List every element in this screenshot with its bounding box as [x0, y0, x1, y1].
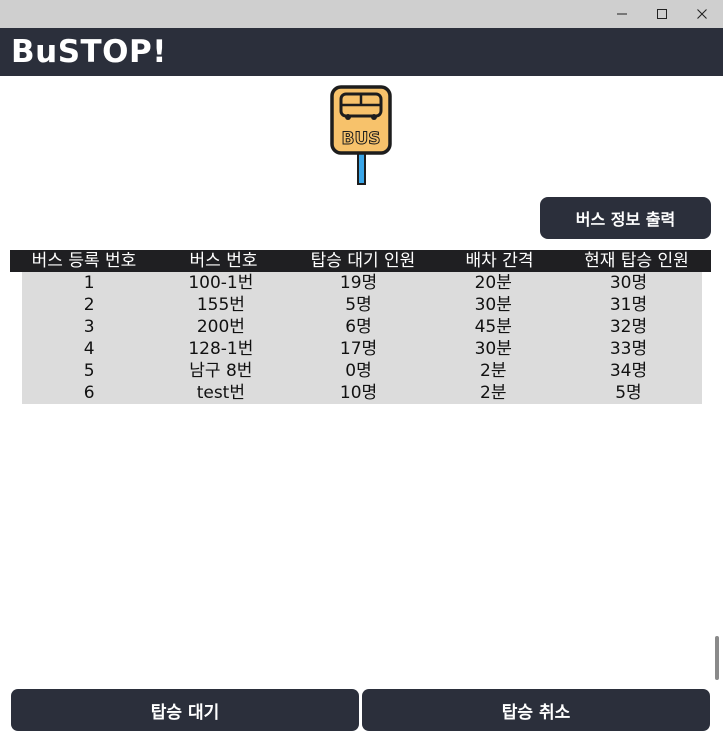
cell-reg-no: 1 [83, 273, 95, 293]
cell-onboard: 30명 [609, 273, 648, 293]
table-row[interactable]: 2 155번 5명 30분 31명 [22, 294, 702, 316]
board-cancel-button[interactable]: 탑승 취소 [362, 689, 710, 731]
cell-waiting: 5명 [345, 295, 372, 315]
table-row[interactable]: 1 100-1번 19명 20분 30명 [22, 272, 702, 294]
table-row[interactable]: 4 128-1번 17명 30분 33명 [22, 338, 702, 360]
cell-waiting: 6명 [345, 317, 372, 337]
cell-onboard: 33명 [609, 339, 648, 359]
cell-reg-no: 6 [83, 383, 95, 403]
cell-bus-no: test번 [196, 383, 245, 403]
cell-reg-no: 5 [83, 361, 95, 381]
table-row[interactable]: 6 test번 10명 2분 5명 [22, 382, 702, 404]
cell-interval: 30분 [474, 295, 512, 315]
column-header[interactable]: 현재 탑승 인원 [584, 251, 689, 271]
column-header[interactable]: 버스 번호 [189, 251, 258, 271]
cell-interval: 20분 [474, 273, 512, 293]
table-row[interactable]: 3 200번 6명 45분 32명 [22, 316, 702, 338]
table-row[interactable]: 5 남구 8번 0명 2분 34명 [22, 360, 702, 382]
maximize-button[interactable] [642, 0, 682, 28]
cell-reg-no: 4 [83, 339, 95, 359]
bus-table: 버스 등록 번호 버스 번호 탑승 대기 인원 배차 간격 현재 탑승 인원 1… [10, 250, 711, 404]
cell-interval: 2분 [480, 383, 507, 403]
cell-reg-no: 2 [83, 295, 95, 315]
app-title: BuSTOP! [11, 34, 167, 70]
cell-onboard: 34명 [609, 361, 648, 381]
app-header: BuSTOP! [0, 28, 723, 76]
bus-stop-sign-icon: BUS [328, 84, 394, 186]
column-header[interactable]: 탑승 대기 인원 [310, 251, 416, 271]
table-header: 버스 등록 번호 버스 번호 탑승 대기 인원 배차 간격 현재 탑승 인원 [10, 250, 711, 272]
logo-text: BUS [341, 129, 380, 149]
cell-bus-no: 남구 8번 [189, 361, 253, 381]
cell-onboard: 5명 [615, 383, 642, 403]
bus-info-button[interactable]: 버스 정보 출력 [540, 197, 711, 239]
maximize-icon [657, 9, 667, 19]
table-body: 1 100-1번 19명 20분 30명 2 155번 5명 30분 31명 3… [22, 272, 702, 404]
cell-bus-no: 155번 [196, 295, 245, 315]
board-wait-button[interactable]: 탑승 대기 [11, 689, 359, 731]
cell-waiting: 17명 [339, 339, 378, 359]
column-header[interactable]: 배차 간격 [465, 251, 534, 271]
minimize-button[interactable] [602, 0, 642, 28]
cell-waiting: 0명 [345, 361, 372, 381]
cell-onboard: 31명 [609, 295, 648, 315]
scrollbar[interactable] [715, 636, 719, 680]
column-header[interactable]: 버스 등록 번호 [31, 251, 137, 271]
cell-onboard: 32명 [609, 317, 648, 337]
close-icon [697, 9, 707, 19]
cell-waiting: 10명 [339, 383, 378, 403]
cell-bus-no: 200번 [196, 317, 245, 337]
window-titlebar [0, 0, 723, 28]
cell-interval: 2분 [480, 361, 507, 381]
cell-waiting: 19명 [339, 273, 378, 293]
cell-interval: 30분 [474, 339, 512, 359]
close-button[interactable] [682, 0, 722, 28]
cell-reg-no: 3 [83, 317, 95, 337]
cell-bus-no: 100-1번 [188, 273, 254, 293]
cell-bus-no: 128-1번 [188, 339, 254, 359]
minimize-icon [617, 13, 627, 15]
cell-interval: 45분 [474, 317, 512, 337]
